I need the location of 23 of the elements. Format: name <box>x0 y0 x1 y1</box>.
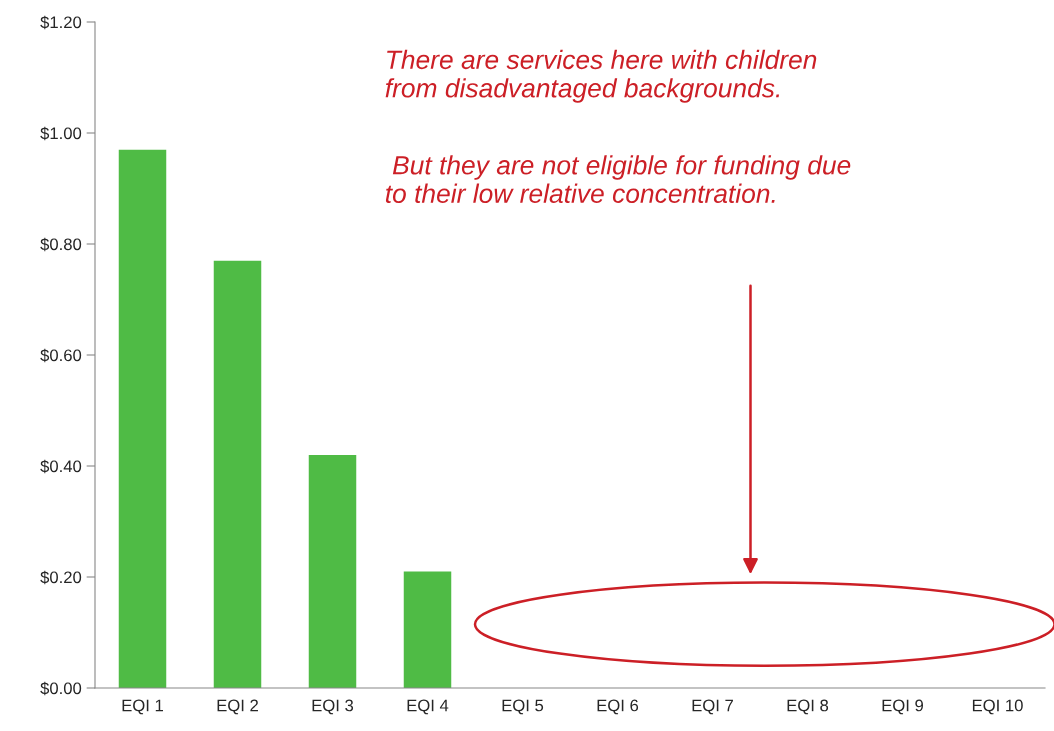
annotation: But they are not eligible for funding due to their low relative concentration. <box>385 155 851 204</box>
x-tick-label: EQI 7 <box>692 699 733 715</box>
y-tick-label: $1.00 <box>40 126 82 141</box>
bar <box>403 571 452 688</box>
bar <box>213 260 262 688</box>
x-tick-label: EQI 4 <box>407 699 449 715</box>
x-tick-label: EQI 8 <box>787 699 829 715</box>
x-tick-label: EQI 2 <box>217 699 258 715</box>
y-tick-label: $0.60 <box>40 348 82 363</box>
y-tick-label: $1.20 <box>40 15 82 30</box>
y-tick-label: $0.00 <box>40 681 82 696</box>
bar <box>118 149 167 688</box>
x-tick-label: EQI 6 <box>597 699 639 715</box>
x-tick-label: EQI 5 <box>502 699 544 715</box>
x-tick-label: EQI 1 <box>122 699 163 715</box>
x-tick-label: EQI 3 <box>312 699 354 715</box>
x-tick-label: EQI 10 <box>972 699 1023 715</box>
bar <box>308 454 357 688</box>
x-tick-label: EQI 9 <box>882 699 924 715</box>
y-tick-label: $0.20 <box>40 570 82 585</box>
y-tick-label: $0.80 <box>40 237 82 252</box>
y-tick-label: $0.40 <box>40 459 82 474</box>
annotation: There are services here with children from disadvantaged backgrounds. <box>385 49 817 103</box>
